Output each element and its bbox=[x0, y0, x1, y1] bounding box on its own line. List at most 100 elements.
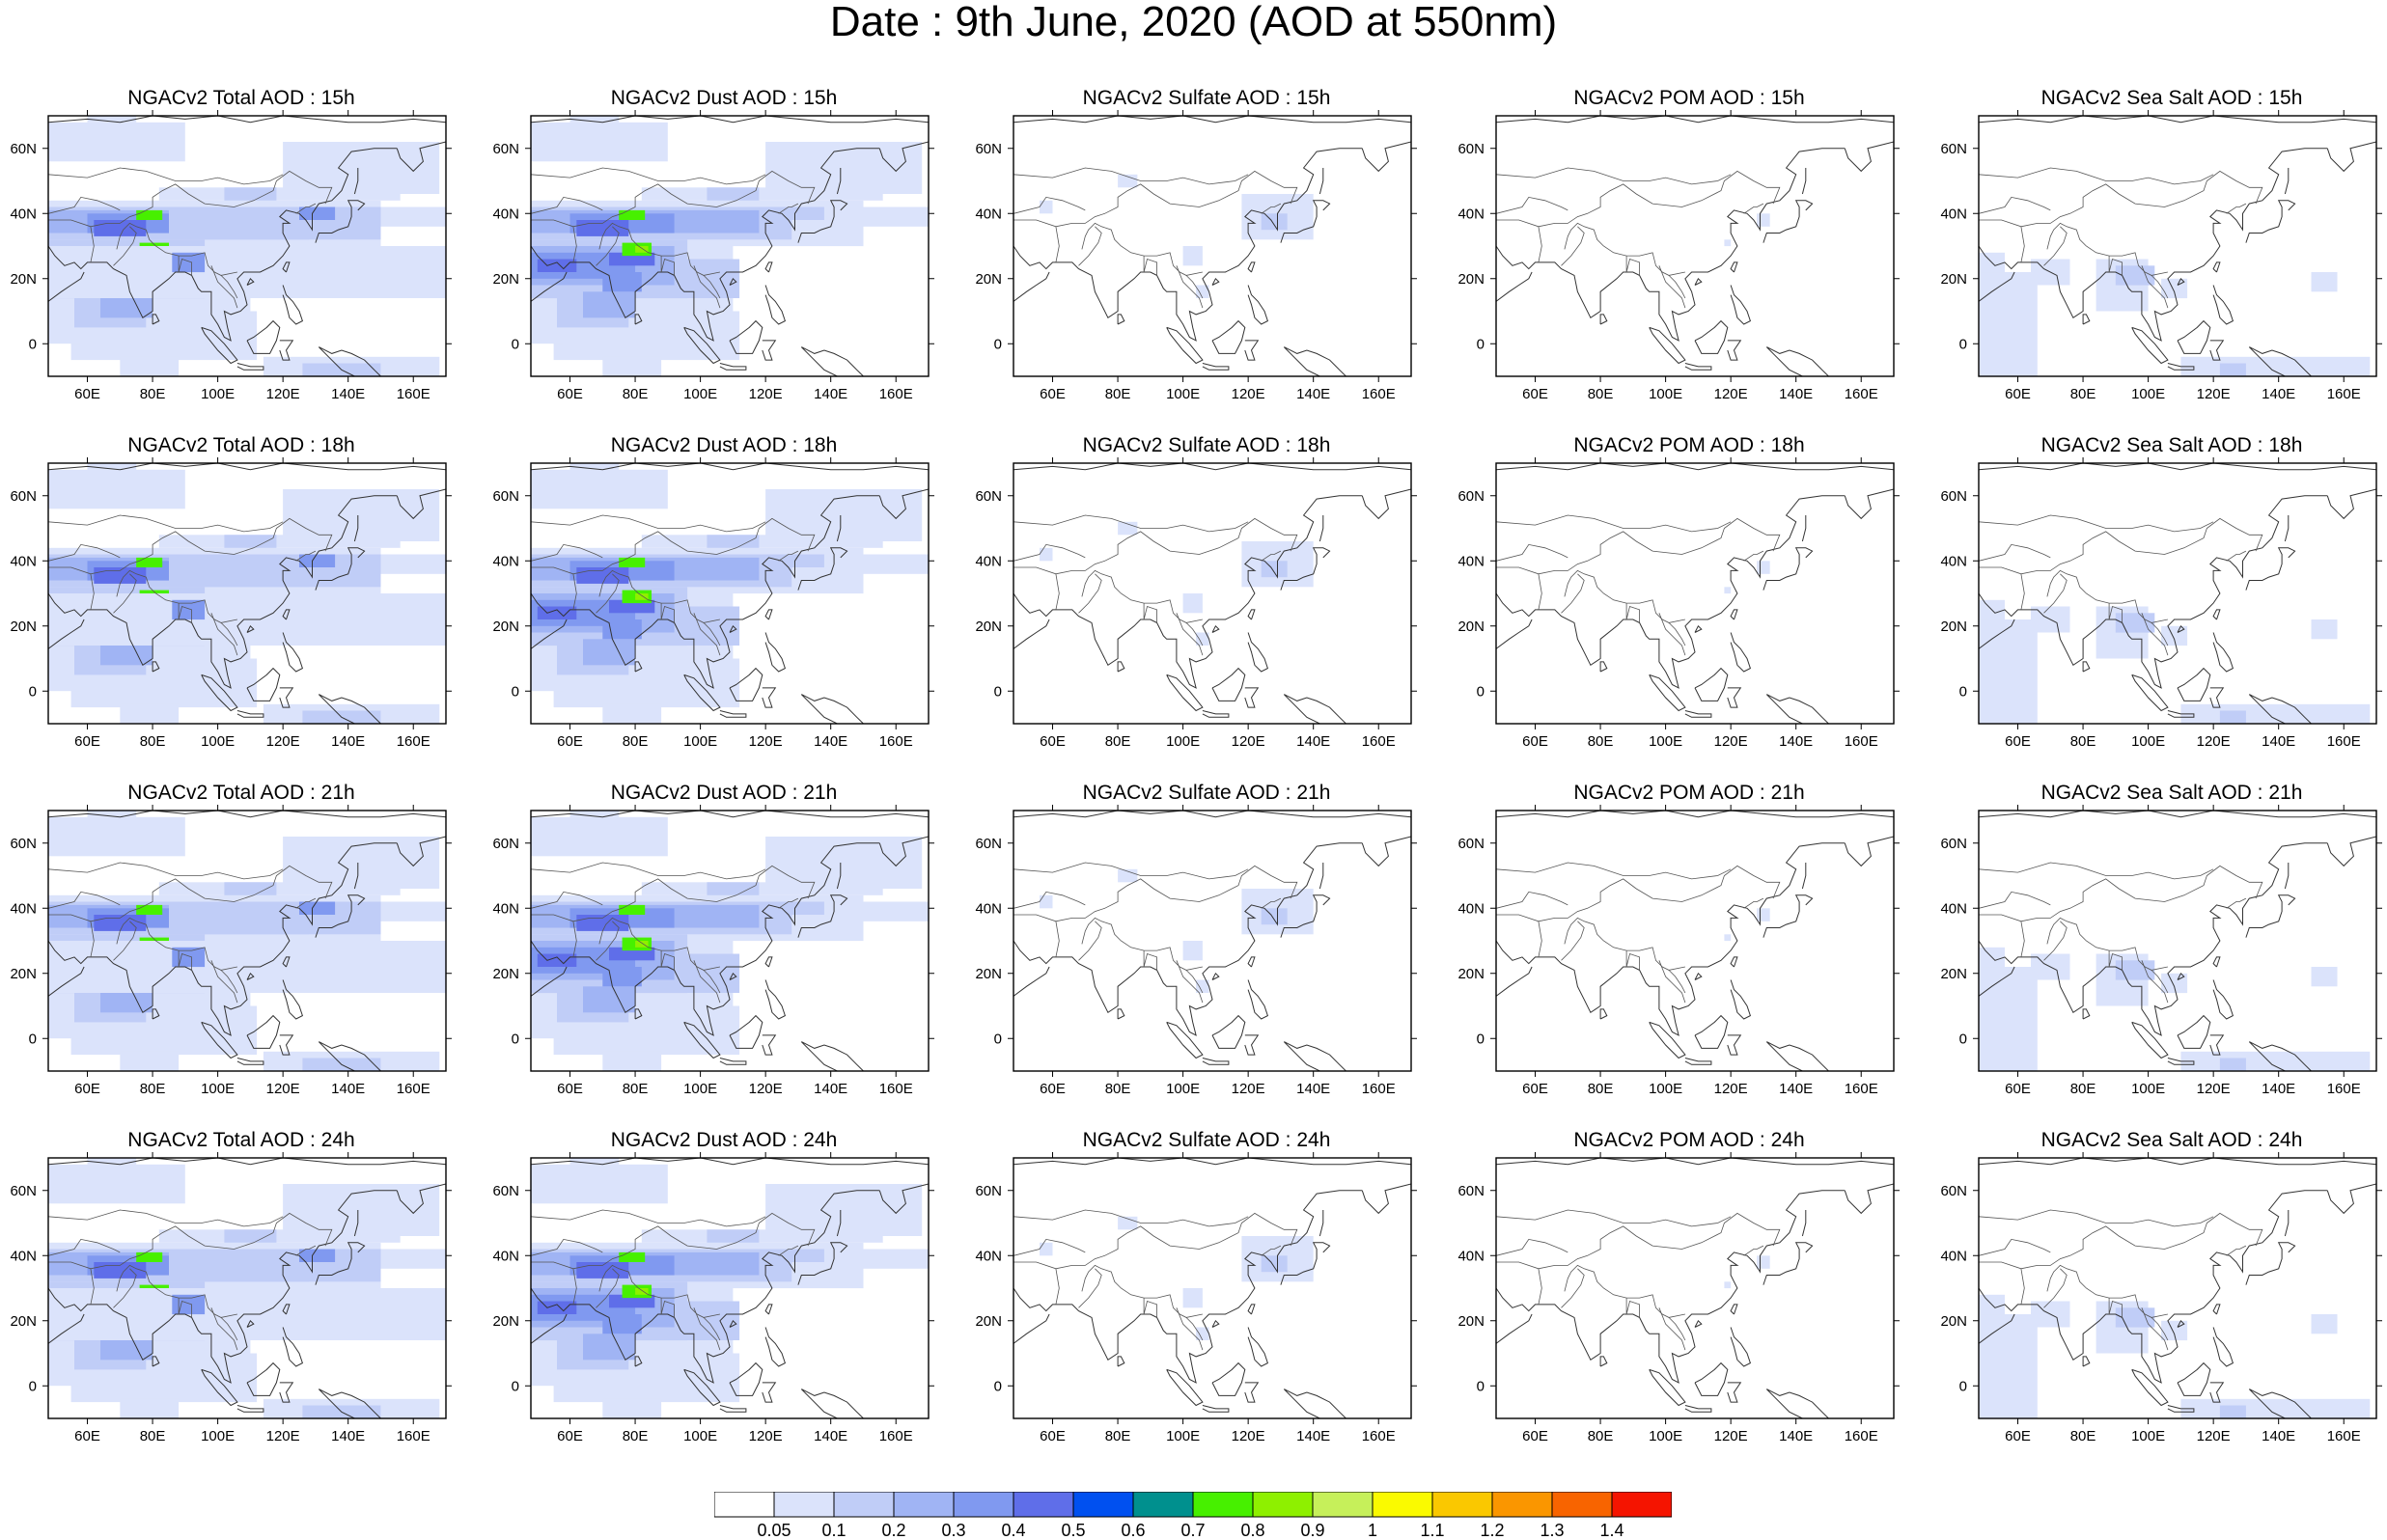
panel-title: NGACv2 Sulfate AOD : 24h bbox=[1082, 1129, 1331, 1151]
coastline bbox=[1013, 271, 1050, 302]
coastline bbox=[531, 966, 568, 997]
country-border bbox=[596, 573, 620, 614]
coastline bbox=[2326, 488, 2376, 520]
coastline bbox=[246, 972, 255, 980]
coastline bbox=[48, 842, 398, 1036]
coastline bbox=[236, 1405, 264, 1413]
country-border bbox=[1496, 543, 1568, 562]
aod-shading bbox=[583, 986, 635, 1013]
colorbar-box bbox=[833, 1492, 895, 1518]
map-frame bbox=[47, 810, 447, 1072]
coastline bbox=[1727, 1034, 1742, 1056]
coastline bbox=[282, 979, 304, 1020]
coastline bbox=[2326, 1183, 2376, 1215]
aod-shading bbox=[583, 639, 635, 666]
country-border bbox=[1979, 891, 2051, 909]
lon-tick-label: 100E bbox=[201, 386, 235, 402]
aod-map: 60E 80E 100E 120E 140E 160E 60N 40N 20N 0 bbox=[1457, 110, 1900, 402]
colorbar-label: 0.1 bbox=[821, 1521, 846, 1540]
coastline bbox=[1730, 261, 1738, 273]
lon-tick-label: 80E bbox=[623, 1428, 649, 1444]
country-border bbox=[48, 170, 333, 228]
coastline bbox=[2212, 1304, 2221, 1315]
coastline bbox=[1844, 836, 1894, 867]
lon-tick-label: 120E bbox=[2197, 386, 2231, 402]
coastline bbox=[1244, 1382, 1260, 1403]
coastline bbox=[2131, 1368, 2169, 1407]
coastline bbox=[1166, 326, 1204, 365]
lat-tick-label: 20N bbox=[492, 966, 519, 982]
coastline bbox=[531, 811, 929, 818]
map-panel-seasalt-18h: NGACv2 Sea Salt AOD : 18h 60E 80E 100E 120E 1… bbox=[1930, 434, 2387, 782]
lon-tick-label: 80E bbox=[1588, 733, 1614, 750]
aod-shading bbox=[94, 1262, 147, 1279]
aod-shading bbox=[531, 469, 668, 509]
colorbar-label: 0.9 bbox=[1300, 1521, 1324, 1540]
coastline bbox=[1496, 1313, 1533, 1344]
aod-shading bbox=[619, 557, 646, 567]
lon-tick-label: 140E bbox=[1296, 386, 1330, 402]
colorbar-label: 0.3 bbox=[941, 1521, 965, 1540]
coastline bbox=[1247, 632, 1269, 673]
coastline bbox=[2167, 1058, 2195, 1065]
country-border bbox=[1078, 226, 1102, 266]
lat-tick-label: 0 bbox=[1959, 336, 1967, 352]
coastline bbox=[2177, 319, 2211, 354]
coastline bbox=[797, 894, 848, 938]
map-panel-sulfate-15h: NGACv2 Sulfate AOD : 15h 60E 80E 100E 120E 14… bbox=[965, 87, 1448, 434]
coastline bbox=[2212, 261, 2221, 273]
country-border bbox=[1185, 970, 1204, 994]
lon-tick-label: 60E bbox=[1522, 386, 1548, 402]
country-border bbox=[693, 960, 721, 1004]
aod-shading bbox=[1196, 285, 1209, 298]
coastline bbox=[2326, 141, 2376, 173]
aod-shading bbox=[782, 901, 824, 915]
country-border bbox=[531, 891, 603, 909]
coastline bbox=[764, 261, 773, 273]
lat-tick-label: 0 bbox=[29, 1378, 37, 1394]
aod-shading bbox=[576, 220, 629, 236]
coastline bbox=[1211, 624, 1220, 633]
country-border bbox=[1143, 603, 1158, 623]
lon-tick-label: 120E bbox=[1714, 733, 1748, 750]
country-border bbox=[178, 950, 193, 971]
coastline bbox=[201, 326, 238, 365]
coastline bbox=[246, 1014, 281, 1049]
aod-shading bbox=[765, 837, 923, 889]
map-frame bbox=[1495, 462, 1895, 725]
coastline bbox=[1013, 966, 1050, 997]
coastline bbox=[797, 1242, 848, 1285]
lon-tick-label: 140E bbox=[2262, 386, 2295, 402]
coastline bbox=[48, 148, 398, 342]
lon-tick-label: 120E bbox=[266, 1081, 300, 1097]
lat-tick-label: 40N bbox=[1940, 1248, 1967, 1264]
country-border bbox=[220, 970, 238, 994]
panel-title: NGACv2 Dust AOD : 24h bbox=[610, 1129, 838, 1151]
coastline bbox=[48, 966, 85, 997]
aod-shading bbox=[136, 904, 163, 915]
lon-tick-label: 100E bbox=[2131, 386, 2165, 402]
country-border bbox=[1078, 1268, 1102, 1308]
country-border bbox=[778, 550, 799, 562]
coastline bbox=[634, 661, 643, 673]
coastline bbox=[1730, 285, 1752, 325]
country-border bbox=[1013, 891, 1086, 909]
aod-shading bbox=[2115, 265, 2155, 286]
coastline bbox=[282, 1327, 304, 1367]
country-border bbox=[703, 275, 721, 299]
colorbar-label: 1.4 bbox=[1599, 1521, 1624, 1540]
lon-tick-label: 160E bbox=[397, 733, 430, 750]
coastline bbox=[2177, 277, 2185, 286]
lon-tick-label: 80E bbox=[140, 386, 166, 402]
coastline bbox=[1694, 667, 1729, 701]
coastline bbox=[246, 624, 255, 633]
aod-shading bbox=[569, 811, 620, 817]
lon-tick-label: 60E bbox=[1040, 386, 1066, 402]
aod-shading bbox=[224, 187, 277, 201]
lon-tick-label: 160E bbox=[397, 1081, 430, 1097]
country-border bbox=[1658, 265, 1686, 309]
coastline bbox=[1318, 168, 1324, 195]
coastline bbox=[1244, 340, 1260, 361]
lon-tick-label: 100E bbox=[1649, 1428, 1682, 1444]
lat-tick-label: 0 bbox=[512, 1378, 519, 1394]
